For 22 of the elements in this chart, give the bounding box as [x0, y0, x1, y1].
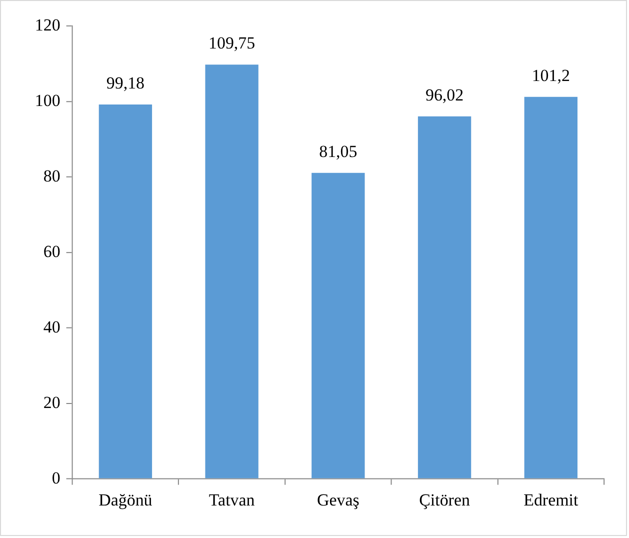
y-tick-label: 0 [52, 468, 60, 488]
x-tick-label: Gevaş [317, 490, 360, 510]
x-tick-label: Edremit [524, 490, 578, 510]
data-label: 81,05 [319, 142, 358, 161]
y-tick-label: 60 [43, 242, 60, 261]
x-tick-label: Çitören [419, 490, 470, 510]
y-tick-label: 100 [34, 90, 60, 110]
y-tick-label: 80 [43, 166, 60, 186]
bar [312, 172, 365, 478]
bar [524, 96, 578, 478]
bar [418, 116, 472, 478]
bar [205, 64, 258, 478]
data-label: 101,2 [532, 66, 570, 85]
bar [98, 104, 152, 478]
x-tick-label: Tatvan [208, 490, 256, 510]
x-tick-label: Dağönü [98, 490, 153, 510]
y-tick-label: 40 [43, 317, 60, 336]
data-label: 99,18 [106, 74, 145, 93]
y-tick-label: 20 [43, 392, 60, 412]
data-label: 96,02 [425, 85, 464, 104]
y-tick-label: 120 [34, 15, 60, 34]
data-label: 109,75 [208, 34, 256, 53]
